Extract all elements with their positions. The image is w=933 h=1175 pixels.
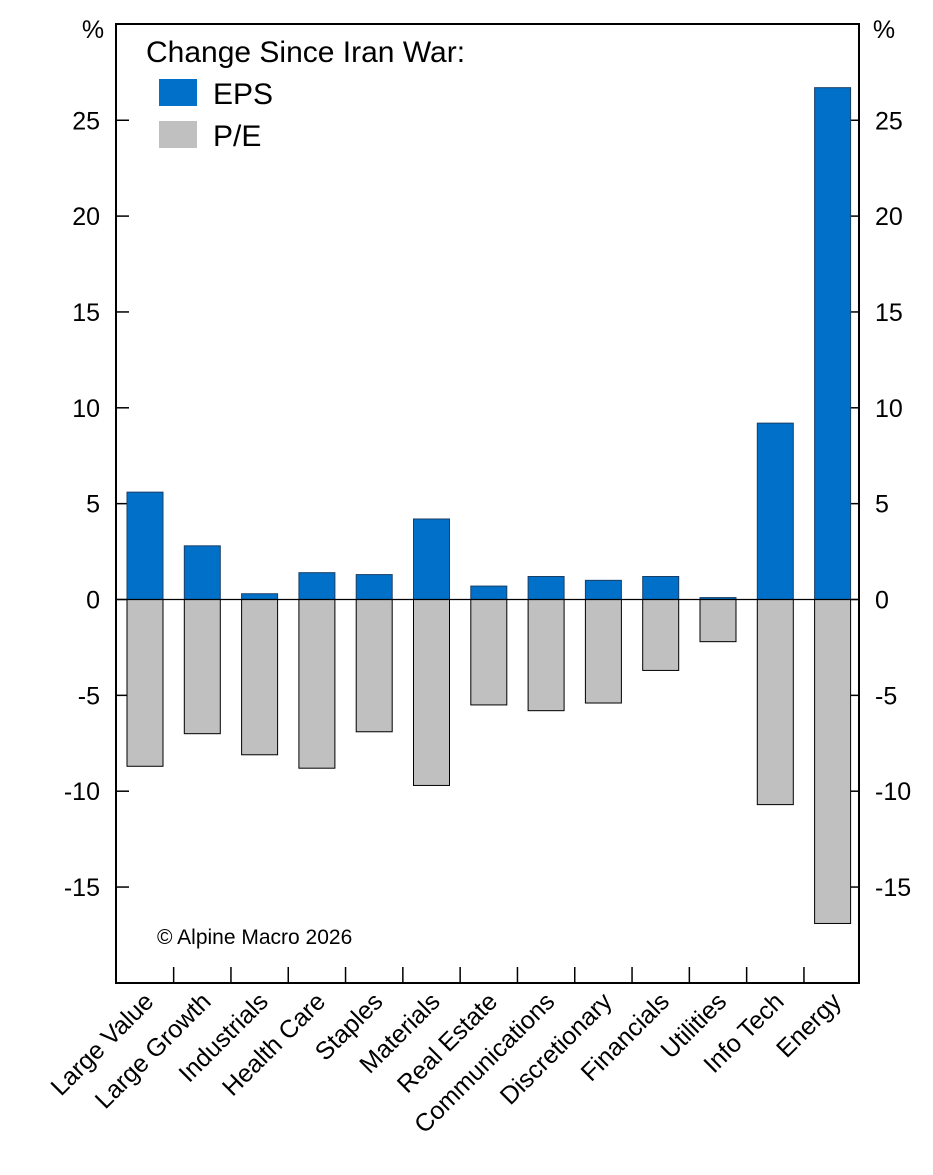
- y-tick-label-right: 20: [875, 203, 903, 231]
- bar-pe: [642, 599, 680, 671]
- y-tick-label-right: 15: [875, 299, 903, 327]
- y-tick-label-left: 15: [72, 299, 100, 327]
- bar-eps: [585, 580, 622, 600]
- bar-eps: [700, 597, 736, 600]
- bar-eps: [298, 572, 335, 600]
- legend: Change Since Iran War: EPS P/E: [146, 36, 465, 153]
- y-tick-label-left: 10: [72, 395, 100, 423]
- bar-eps: [184, 545, 221, 600]
- bar-pe: [355, 599, 393, 733]
- bar-eps: [127, 492, 163, 600]
- bar-pe: [241, 599, 279, 756]
- bar-eps: [757, 423, 794, 600]
- bar-eps: [241, 593, 278, 600]
- y-tick-label-right: -15: [875, 874, 911, 902]
- bar-pe: [527, 599, 565, 712]
- y-tick-label-left: -15: [64, 874, 100, 902]
- legend-swatch-eps: [159, 79, 197, 106]
- bar-pe: [584, 599, 622, 704]
- y-tick-label-left: -10: [64, 778, 100, 806]
- bar-pe: [699, 599, 737, 643]
- bar-eps: [642, 576, 679, 600]
- y-tick-label-left: 20: [72, 203, 100, 231]
- bar-pe: [126, 599, 164, 767]
- bar-pe: [183, 599, 221, 735]
- y-tick-label-right: 5: [875, 491, 889, 519]
- legend-swatch-pe: [159, 121, 197, 148]
- y-tick-label-right: -5: [875, 682, 897, 710]
- legend-label-pe: P/E: [213, 120, 261, 153]
- bar-pe: [756, 599, 794, 806]
- bar-pe: [413, 599, 450, 786]
- bar-pe: [814, 599, 852, 924]
- bar-eps: [413, 518, 450, 600]
- bar-eps: [528, 576, 565, 600]
- y-tick-label-right: 10: [875, 395, 903, 423]
- y-tick-label-right: -10: [875, 778, 911, 806]
- y-tick-label-left: 5: [86, 491, 100, 519]
- y-tick-label-right: 25: [875, 107, 903, 135]
- bar-pe: [470, 599, 508, 706]
- bar-eps: [356, 574, 393, 600]
- copyright-annotation: © Alpine Macro 2026: [157, 926, 352, 949]
- bar-eps: [470, 586, 507, 600]
- legend-title: Change Since Iran War:: [146, 36, 465, 69]
- y-axis-unit-right: %: [873, 16, 895, 44]
- bar-pe: [298, 599, 336, 769]
- legend-label-eps: EPS: [213, 78, 273, 111]
- bar-eps: [814, 87, 851, 600]
- y-tick-label-right: 0: [875, 587, 889, 615]
- plot-area-frame: [115, 23, 860, 984]
- y-axis-unit-left: %: [82, 16, 104, 44]
- x-category-label: Energy: [771, 987, 847, 1063]
- y-tick-label-left: 25: [72, 107, 100, 135]
- y-tick-label-left: 0: [86, 587, 100, 615]
- y-tick-label-left: -5: [78, 682, 100, 710]
